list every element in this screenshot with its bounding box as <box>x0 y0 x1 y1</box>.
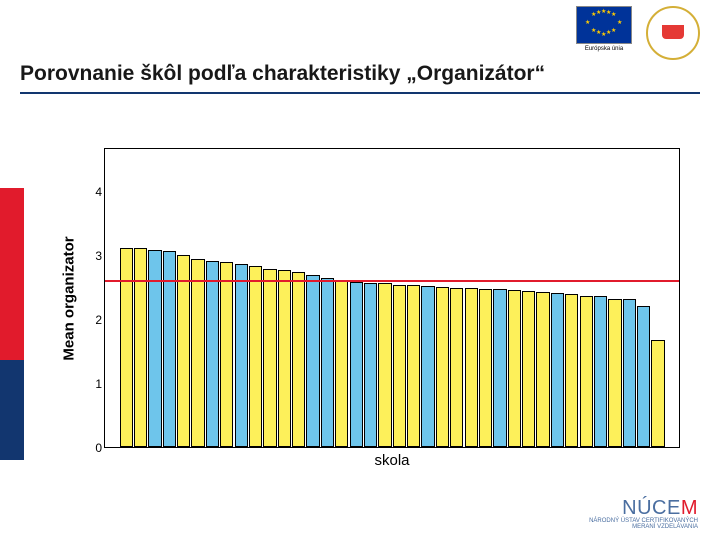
bar <box>191 259 204 447</box>
eu-logo-caption: Európska únia <box>585 46 623 52</box>
bar <box>321 278 334 447</box>
bar <box>421 286 434 447</box>
bar <box>479 289 492 447</box>
bar <box>335 280 348 447</box>
bar <box>580 296 593 447</box>
eu-logo: ★ ★ ★ ★ ★ ★ ★ ★ ★ ★ ★ ★ Európska únia <box>572 6 636 54</box>
sidebar-accent-red <box>0 188 24 360</box>
page-title: Porovnanie škôl podľa charakteristiky „O… <box>20 62 700 92</box>
bar <box>493 289 506 447</box>
bar <box>637 306 650 447</box>
y-tick-label: 1 <box>95 377 102 391</box>
bar <box>220 262 233 447</box>
footer-sub2: MERANÍ VZDELÁVANIA <box>589 524 698 530</box>
bar <box>350 282 363 447</box>
op-vzdelavanie-logo <box>646 6 700 60</box>
bar <box>235 264 248 447</box>
footer-brand-main: NÚCE <box>622 497 681 519</box>
footer-brand: NÚCEM <box>589 498 698 518</box>
chart-body-row: Mean organizator 01234 <box>58 148 680 448</box>
y-tick-label: 4 <box>95 185 102 199</box>
y-axis-label: Mean organizator <box>61 236 78 360</box>
y-tick-label: 3 <box>95 249 102 263</box>
bar <box>508 290 521 447</box>
bar <box>551 293 564 447</box>
header-logos: ★ ★ ★ ★ ★ ★ ★ ★ ★ ★ ★ ★ Európska únia <box>572 6 700 60</box>
bar <box>378 283 391 447</box>
bar <box>177 255 190 447</box>
title-block: Porovnanie škôl podľa charakteristiky „O… <box>20 62 700 94</box>
bar <box>278 270 291 447</box>
bar <box>249 266 262 447</box>
reference-line <box>105 280 679 282</box>
book-icon <box>662 25 684 39</box>
bar <box>465 288 478 447</box>
x-axis-label: skola <box>104 452 680 469</box>
y-tick-label: 2 <box>95 313 102 327</box>
bar <box>594 296 607 447</box>
y-axis-ticks: 01234 <box>80 148 105 448</box>
bar <box>134 248 147 447</box>
x-axis-area: skola <box>104 448 680 476</box>
y-axis-label-wrap: Mean organizator <box>58 148 80 448</box>
plot-inner <box>105 167 679 447</box>
bar-chart: Mean organizator 0 1 2 3 4 skola <box>58 148 680 476</box>
footer-brand-accent: M <box>681 497 698 519</box>
bar <box>608 299 621 447</box>
title-underline <box>20 92 700 94</box>
bar <box>651 340 664 447</box>
bar <box>565 294 578 447</box>
bar <box>436 287 449 447</box>
bar <box>120 248 133 447</box>
sidebar-accent-blue <box>0 360 24 460</box>
bar <box>450 288 463 447</box>
bar <box>393 285 406 447</box>
bar <box>263 269 276 447</box>
footer-logo: NÚCEM NÁRODNÝ ÚSTAV CERTIFIKOVANÝCH MERA… <box>589 498 698 530</box>
eu-flag-icon: ★ ★ ★ ★ ★ ★ ★ ★ ★ ★ ★ ★ <box>576 6 632 44</box>
x-axis-row: skola <box>58 448 680 476</box>
plot-area <box>105 148 680 448</box>
bar <box>623 299 636 447</box>
bar <box>292 272 305 447</box>
y-tick-label: 0 <box>95 441 102 455</box>
bar <box>306 275 319 447</box>
bar <box>206 261 219 447</box>
slide: ★ ★ ★ ★ ★ ★ ★ ★ ★ ★ ★ ★ Európska únia Po… <box>0 0 720 540</box>
bar <box>364 283 377 447</box>
bar <box>536 292 549 447</box>
bar <box>522 291 535 447</box>
bar <box>407 285 420 447</box>
bars-container <box>119 167 665 447</box>
